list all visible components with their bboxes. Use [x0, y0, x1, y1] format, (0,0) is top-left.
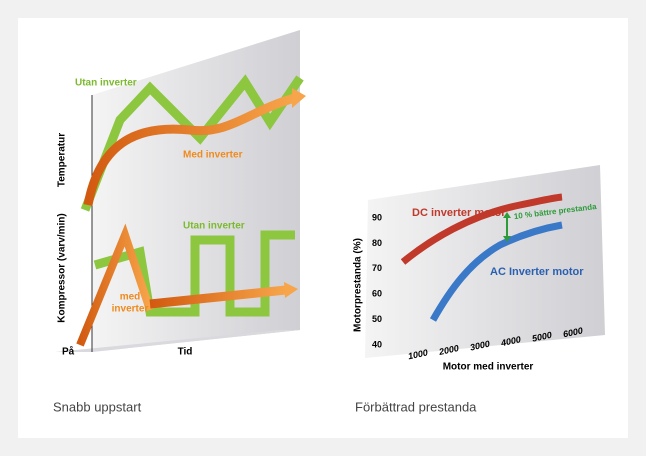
x-tick-label: 6000 — [562, 325, 584, 339]
ticks: 90 80 70 60 50 40 1000 2000 3000 4000 5000 6000 — [372, 212, 584, 361]
arrowhead — [503, 212, 511, 218]
floor — [55, 330, 300, 352]
label: DC inverter motor — [412, 207, 506, 219]
x-tick-label: 2000 — [437, 343, 460, 357]
arrowhead — [284, 282, 298, 298]
x-tick-label: 4000 — [499, 334, 522, 348]
backplane — [365, 165, 605, 358]
y-tick-label: 90 — [372, 212, 382, 222]
y-tick-label: 70 — [372, 263, 382, 273]
axis-label: Motor med inverter — [443, 362, 534, 373]
dc-curve — [400, 193, 563, 265]
label: Med inverter — [183, 150, 243, 161]
origin-label: På — [62, 346, 75, 358]
label: med — [120, 292, 141, 303]
green-line — [80, 74, 304, 212]
y-tick-label: 80 — [372, 238, 382, 248]
green-line — [93, 230, 295, 317]
y-tick-label: 50 — [372, 314, 382, 324]
axis-label: Temperatur — [57, 133, 68, 187]
label: Utan inverter — [183, 221, 245, 232]
arrowhead — [292, 88, 306, 108]
orange-line — [76, 223, 154, 347]
x-tick-label: 3000 — [469, 339, 491, 353]
orange-line — [149, 285, 287, 309]
axis-label: Tid — [178, 347, 193, 358]
caption: Förbättrad prestanda — [355, 399, 477, 414]
orange-curve — [83, 93, 297, 206]
caption: Snabb uppstart — [53, 399, 142, 414]
x-tick-label: 1000 — [407, 347, 429, 361]
y-tick-label: 40 — [372, 339, 382, 349]
label: inverter — [112, 304, 149, 315]
label: Utan inverter — [75, 78, 137, 89]
arrowhead — [503, 236, 511, 242]
label: AC Inverter motor — [490, 266, 584, 278]
y-tick-label: 60 — [372, 289, 382, 299]
x-tick-label: 5000 — [531, 330, 553, 344]
ac-curve — [429, 221, 563, 322]
axis-label: Kompressor (varv/min) — [57, 213, 68, 322]
axis-label: Motorprestanda (%) — [353, 238, 364, 332]
